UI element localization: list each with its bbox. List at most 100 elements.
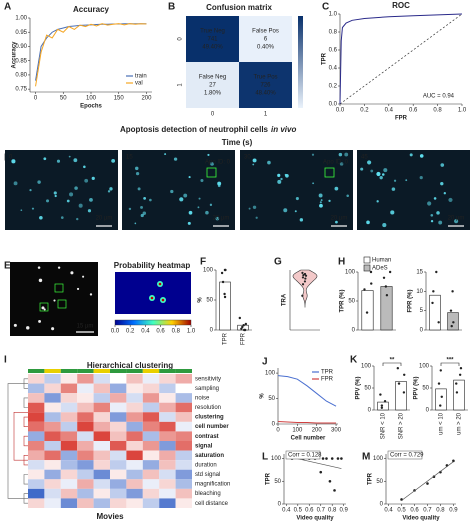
heat-cell <box>142 498 160 508</box>
frame-time: 0 <box>9 155 13 161</box>
cell-count: 741 <box>207 37 218 43</box>
data-point <box>301 294 304 297</box>
hot-spot-core <box>161 298 165 302</box>
cell-spot <box>26 326 30 330</box>
cell-spot <box>135 166 139 171</box>
heat-cell <box>126 498 143 508</box>
heat-cell <box>126 383 143 394</box>
heat-cell <box>142 469 160 480</box>
legend-label: FPR <box>321 377 334 383</box>
cell-spot <box>248 207 251 210</box>
heat-cell <box>44 421 61 432</box>
x-tick-label: um > 20 <box>457 412 463 435</box>
cell-percent: 48.40% <box>255 91 276 97</box>
x-tick-label: TPR <box>223 332 229 345</box>
col-label: 1 <box>264 112 268 118</box>
cell-spot <box>68 155 71 158</box>
y-tick-label: 100 <box>373 456 384 462</box>
heat-cell <box>142 374 160 384</box>
legend-label: TPR <box>321 370 334 376</box>
x-tick-label: um < 10 <box>439 412 445 435</box>
cell-spot <box>107 190 111 193</box>
panel-label: C <box>322 2 329 13</box>
heat-cell <box>28 402 45 413</box>
data-point <box>365 311 369 314</box>
y-tick-label: 0 <box>352 328 356 334</box>
heat-cell <box>126 374 143 384</box>
cell-spot <box>73 158 78 163</box>
cell-count: 27 <box>209 83 216 89</box>
cell-spot <box>205 210 209 215</box>
y-tick-label: 0.85 <box>15 58 27 64</box>
heat-cell <box>110 441 127 451</box>
heat-cell <box>44 498 61 508</box>
data-point <box>452 459 455 463</box>
group-strip <box>142 369 160 373</box>
data-point <box>240 327 243 330</box>
x-tick-label: 150 <box>114 96 125 102</box>
line-series <box>35 23 147 81</box>
y-tick-label: 0.95 <box>15 30 27 36</box>
cell-spot <box>346 194 349 198</box>
microscopy-image <box>10 262 98 336</box>
y-tick-label: 0.75 <box>15 87 27 93</box>
row-label: 0 <box>178 37 184 41</box>
y-tick-label: 0 <box>368 408 372 414</box>
cell-spot <box>187 221 191 225</box>
bar <box>395 381 407 411</box>
cell-spot <box>78 203 83 208</box>
matrix-cell <box>239 62 292 108</box>
data-point <box>220 271 224 275</box>
heat-cell <box>93 431 110 441</box>
panel-label: L <box>262 452 268 463</box>
chart-title: Confusion matrix <box>206 3 272 12</box>
y-tick-label: 50 <box>206 298 213 304</box>
heat-cell <box>126 441 143 451</box>
cell-spot <box>436 211 440 215</box>
y-tick-label: 50 <box>268 396 275 402</box>
significance: ** <box>390 358 395 364</box>
significance: *** <box>446 358 454 364</box>
colorbar-tick-label: 0.6 <box>156 329 165 335</box>
row-label: signal <box>195 443 213 449</box>
cell-spot <box>419 154 424 158</box>
heat-cell <box>159 450 176 461</box>
heat-cell <box>28 498 45 508</box>
heat-cell <box>126 488 143 499</box>
cell-spot <box>328 199 331 203</box>
data-point <box>224 268 227 272</box>
y-tick-label: 0.90 <box>15 44 27 50</box>
cell-spot <box>338 152 343 157</box>
heat-cell <box>77 393 94 403</box>
cell-spot <box>443 192 446 195</box>
legend-label: Human <box>372 258 391 264</box>
heat-cell <box>28 374 45 384</box>
y-axis-label: TPR (%) <box>340 290 346 313</box>
y-tick-label: 0.2 <box>329 84 338 90</box>
cell-spot <box>391 187 396 191</box>
heat-cell <box>175 498 192 508</box>
chart-title: Accuracy <box>73 5 110 14</box>
y-tick-label: 100 <box>345 270 356 276</box>
cell-spot <box>29 189 32 192</box>
heat-cell <box>175 431 192 441</box>
cell-spot <box>209 203 213 207</box>
cell-spot <box>448 197 453 203</box>
panel-label: A <box>4 2 11 13</box>
cell-spot <box>311 153 315 156</box>
heat-cell <box>93 393 110 403</box>
cell-spot <box>283 208 288 213</box>
data-point <box>459 367 463 370</box>
data-point <box>221 280 225 284</box>
panel-label: H <box>338 257 345 268</box>
data-point <box>370 282 373 285</box>
data-point <box>301 283 305 286</box>
data-point <box>242 328 246 332</box>
y-axis-label: TRA <box>282 293 288 306</box>
y-axis-label: TPR <box>322 52 328 65</box>
heat-cell <box>60 412 78 422</box>
cell-spot <box>135 172 140 176</box>
dendrogram <box>23 435 28 447</box>
y-tick-label: 1.00 <box>15 16 27 22</box>
probability-heatmap <box>115 272 191 314</box>
